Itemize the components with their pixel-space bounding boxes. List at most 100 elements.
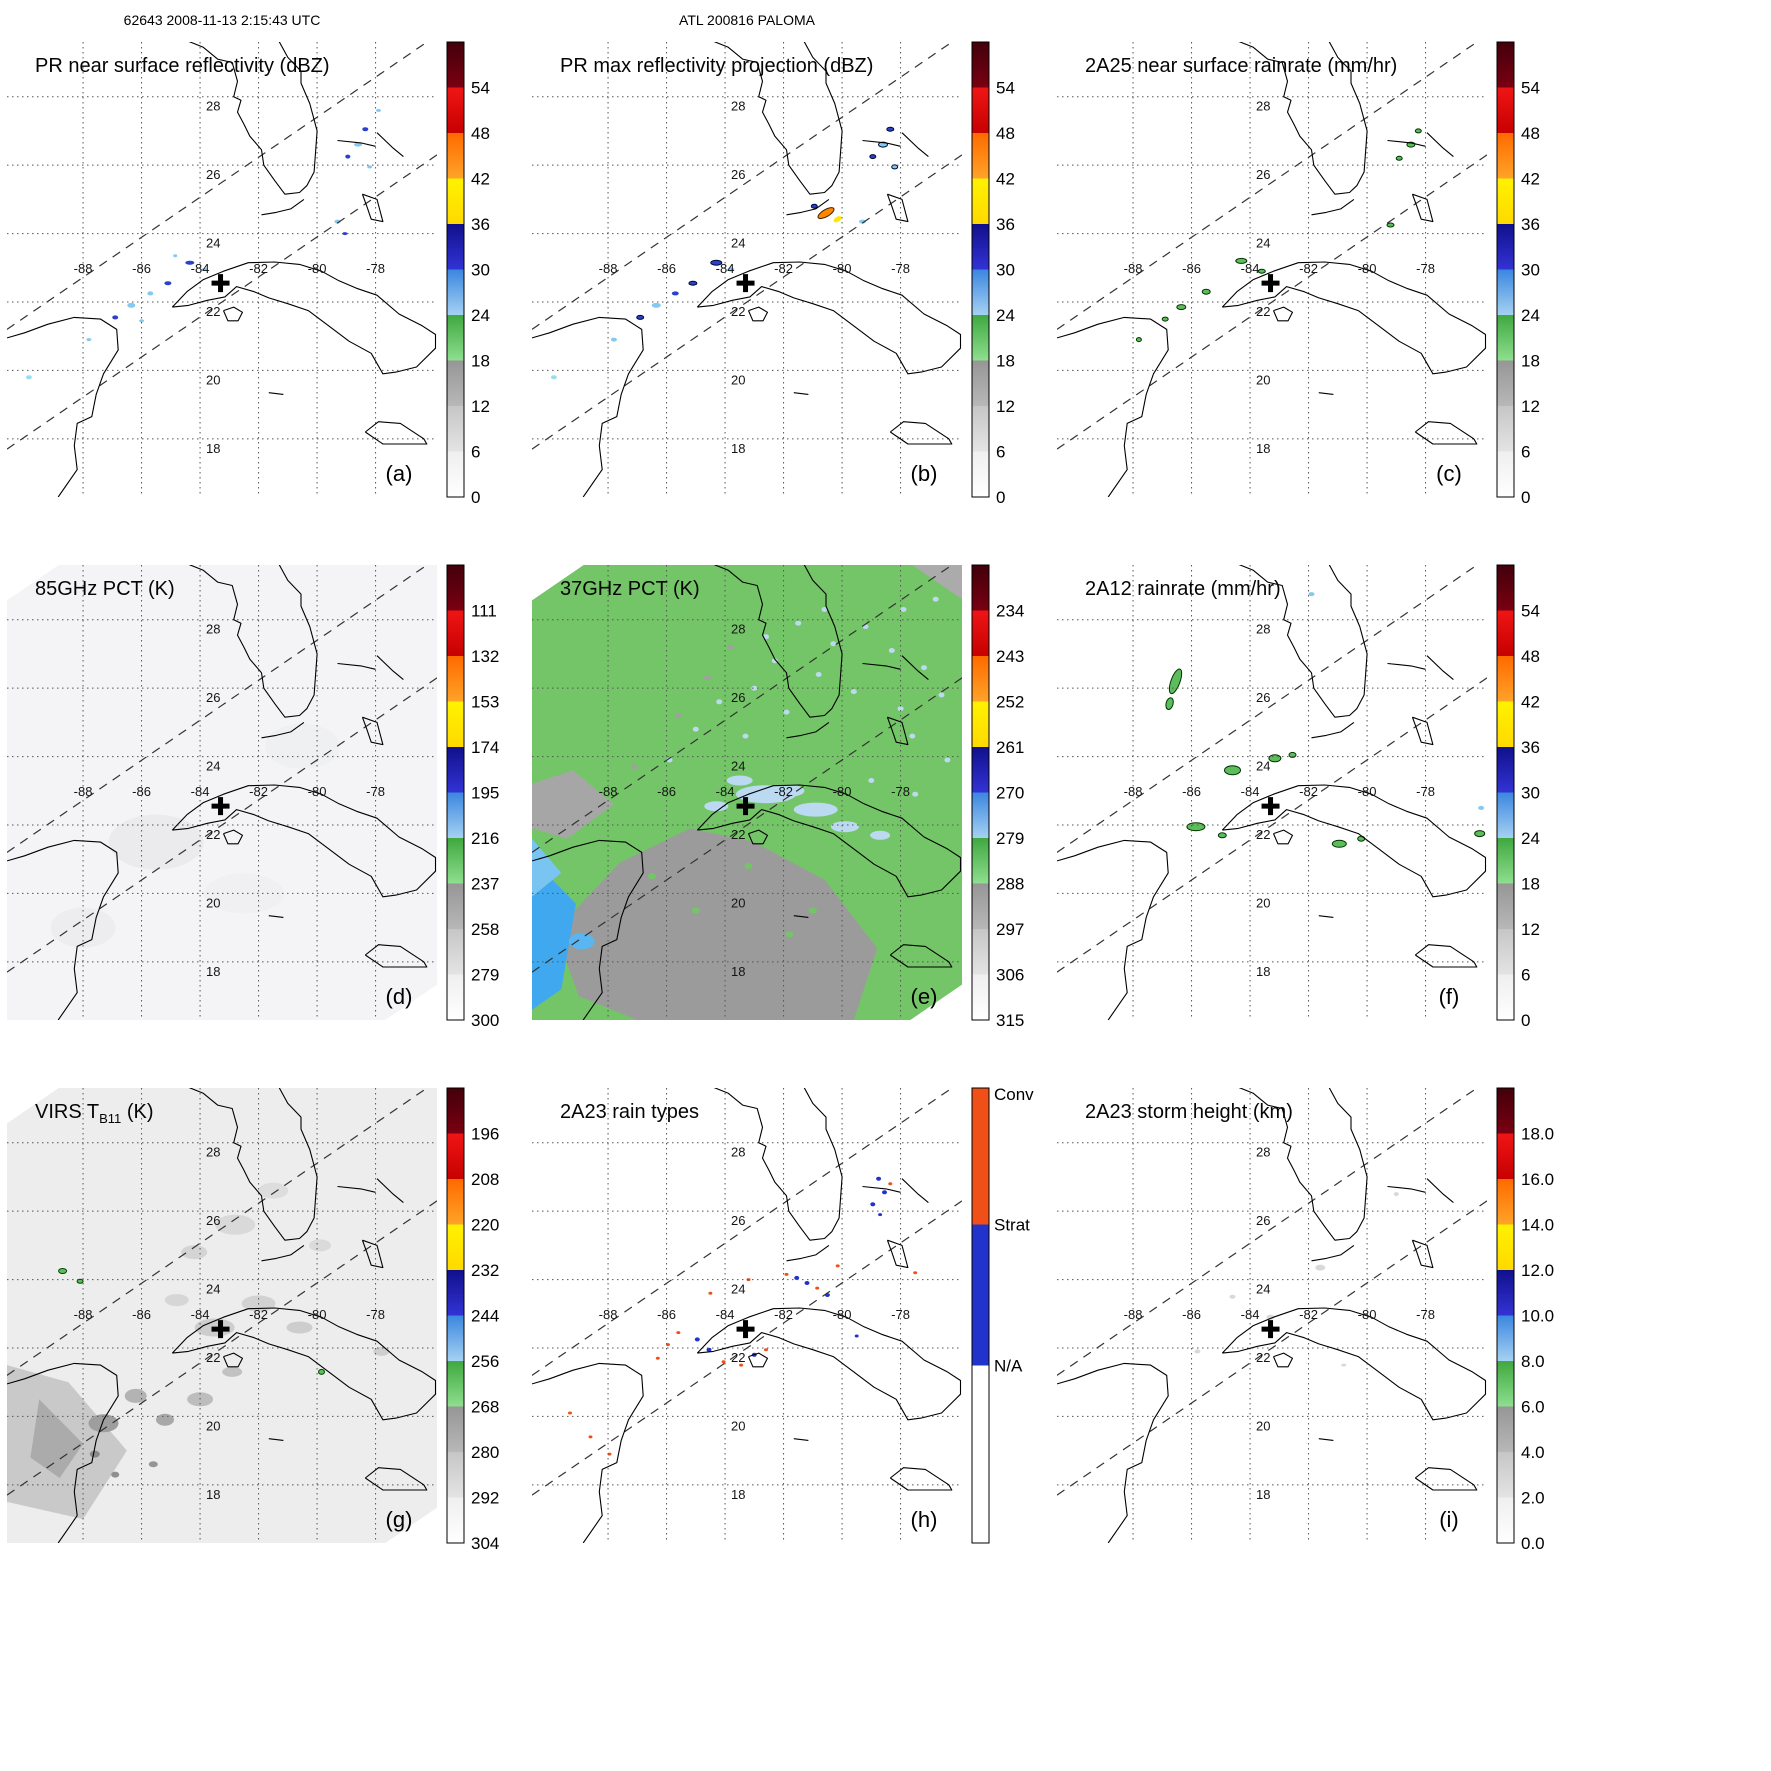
colorbar-tick-label: 54: [1521, 602, 1540, 621]
lon-label: -88: [599, 1307, 618, 1322]
coastline: [222, 306, 244, 322]
coastline: [1387, 1185, 1426, 1193]
lat-label: 26: [206, 1213, 220, 1228]
lat-label: 18: [206, 964, 220, 979]
lon-label: -88: [1124, 261, 1143, 276]
lon-label: -86: [132, 261, 151, 276]
lat-label: 26: [206, 167, 220, 182]
coastline: [1057, 316, 1169, 497]
lat-label: 26: [1256, 1213, 1270, 1228]
panel-letter: (b): [911, 461, 938, 486]
colorbar-tick-label: 16.0: [1521, 1170, 1554, 1189]
colorbar-tick-label: 42: [471, 170, 490, 189]
colorbar-tick-label: 18: [1521, 875, 1540, 894]
lat-label: 24: [731, 1282, 745, 1297]
lon-label: -84: [1241, 1307, 1260, 1322]
colorbar-tick-label: 18: [1521, 352, 1540, 371]
colorbar-tick-label: 48: [996, 124, 1015, 143]
colorbar-tick-label: 14.0: [1521, 1216, 1554, 1235]
coastline: [1221, 261, 1487, 375]
colorbar-tick-label: 48: [1521, 647, 1540, 666]
colorbar-tick-label: Conv: [994, 1085, 1034, 1104]
colorbar-tick-label: 306: [996, 966, 1024, 985]
colorbar-tick-label: 237: [471, 875, 499, 894]
coastline: [793, 915, 809, 918]
map-h: 28 26 24 22 20 18 -88 -86 -84 -82 -80 -78 2A23 rain …: [532, 1085, 1034, 1544]
coastline: [747, 829, 769, 845]
lat-label: 22: [731, 1350, 745, 1365]
lat-label: 24: [206, 1282, 220, 1297]
colorbar-tick-label: 30: [1521, 261, 1540, 280]
lat-label: 28: [206, 622, 220, 637]
coastline: [1057, 1362, 1169, 1543]
coastline: [171, 1307, 437, 1421]
coastline: [889, 944, 953, 968]
colorbar-tick-label: 54: [471, 79, 490, 98]
coastline: [1311, 1244, 1355, 1262]
colorbar-tick-label: 6: [996, 443, 1005, 462]
coastline: [261, 198, 305, 216]
lat-label: 18: [206, 1487, 220, 1502]
colorbar-tick-label: 30: [996, 261, 1015, 280]
lat-label: 20: [731, 372, 745, 387]
colorbar-tick-label: 0.0: [1521, 1534, 1545, 1553]
coastline: [171, 261, 437, 375]
coastline: [889, 421, 953, 445]
swath-edge-line: [1057, 1200, 1487, 1496]
coastline: [1318, 392, 1334, 395]
colorbar-f: 54 48 42 36 30 24 18 12 6 0: [1496, 564, 1540, 1030]
swath-edge-line: [532, 1200, 962, 1496]
lon-label: -86: [1182, 1307, 1201, 1322]
colorbar-tick-label: 54: [1521, 79, 1540, 98]
colorbar-e: 234 243 252 261 270 279 288 297 306 315: [971, 564, 1024, 1030]
colorbar-h: Conv Strat N/A: [971, 1085, 1034, 1544]
colorbar-tick-label: 280: [471, 1443, 499, 1462]
swath-edge-line: [7, 1088, 429, 1376]
lat-label: 18: [731, 964, 745, 979]
lon-label: -78: [366, 261, 385, 276]
map-c: 28 26 24 22 20 18 -88 -86 -84 -82 -80 -78 2A25 near …: [1057, 41, 1540, 507]
colorbar-tick-label: 0: [1521, 1011, 1530, 1030]
panel-a: 28 26 24 22 20 18 -88 -86 -84 -82 -80 -78 PR near su…: [5, 30, 527, 542]
coastline: [1057, 839, 1169, 1020]
coastline: [222, 829, 244, 845]
colorbar-tick-label: 153: [471, 693, 499, 712]
swath-edge-line: [532, 1088, 954, 1376]
lon-label: -88: [1124, 1307, 1143, 1322]
swath-edge-line: [532, 42, 954, 330]
panel-title: PR near surface reflectivity (dBZ): [35, 55, 330, 77]
panel-letter: (c): [1436, 461, 1462, 486]
coastline: [188, 1088, 318, 1241]
lat-label: 22: [1256, 1350, 1270, 1365]
coastline: [901, 132, 929, 158]
lat-label: 28: [206, 1145, 220, 1160]
coastline: [786, 721, 830, 739]
coastline: [713, 42, 843, 195]
lat-label: 26: [1256, 167, 1270, 182]
colorbar-tick-label: 256: [471, 1352, 499, 1371]
colorbar-tick-label: 300: [471, 1011, 499, 1030]
colorbar-tick-label: 258: [471, 920, 499, 939]
map-f: 28 26 24 22 20 18 -88 -86 -84 -82 -80 -78 2A12 rainr…: [1057, 564, 1540, 1030]
colorbar-tick-label: 174: [471, 738, 499, 757]
colorbar-tick-label: N/A: [994, 1357, 1023, 1376]
lon-label: -80: [833, 784, 852, 799]
coastline: [1311, 198, 1355, 216]
swath-edge-line: [1057, 677, 1487, 973]
colorbar-g: 196 208 220 232 244 256 268 280 292 304: [446, 1087, 499, 1553]
lat-label: 20: [206, 372, 220, 387]
panel-title: 2A23 storm height (km): [1085, 1101, 1293, 1123]
storm-center-marker: [1261, 797, 1280, 816]
colorbar-tick-label: 0: [1521, 488, 1530, 507]
colorbar-tick-label: 252: [996, 693, 1024, 712]
colorbar-tick-label: 12: [1521, 920, 1540, 939]
colorbar-tick-label: 54: [996, 79, 1015, 98]
coastline: [786, 1244, 830, 1262]
lon-label: -82: [1299, 261, 1318, 276]
colorbar-tick-label: 208: [471, 1170, 499, 1189]
lon-label: -80: [308, 261, 327, 276]
coastline: [188, 565, 318, 718]
panel-title: VIRS TB11 (K): [35, 1101, 153, 1126]
coastline: [862, 139, 901, 147]
coastline: [1272, 1352, 1294, 1368]
